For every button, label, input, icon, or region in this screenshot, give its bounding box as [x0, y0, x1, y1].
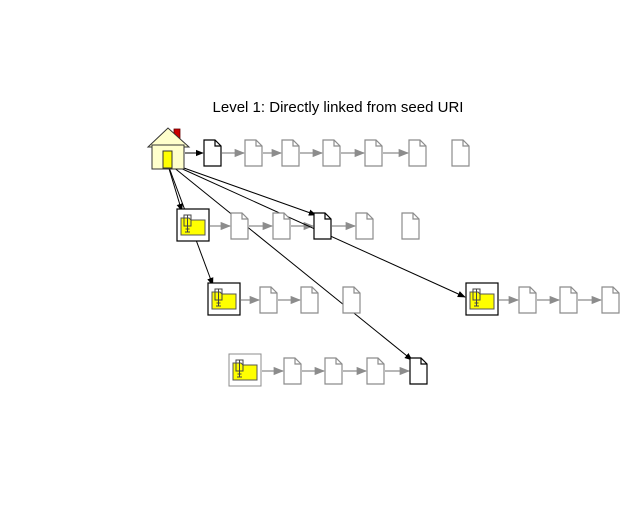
document-icon	[342, 286, 361, 314]
document-icon	[559, 286, 578, 314]
zip-folder-icon	[176, 208, 210, 242]
document-icon	[283, 357, 302, 385]
zip-folder-icon	[465, 282, 499, 316]
document-icon	[451, 139, 470, 167]
document-icon	[601, 286, 620, 314]
document-icon	[518, 286, 537, 314]
document-icon	[324, 357, 343, 385]
diagram-title: Level 1: Directly linked from seed URI	[212, 99, 464, 116]
document-icon	[259, 286, 278, 314]
link-arrow	[166, 161, 183, 212]
document-icon	[313, 212, 332, 240]
document-icon	[401, 212, 420, 240]
document-icon	[300, 286, 319, 314]
document-icon	[409, 357, 428, 385]
document-icon	[272, 212, 291, 240]
document-icon	[366, 357, 385, 385]
document-icon	[355, 212, 374, 240]
document-icon	[281, 139, 300, 167]
document-icon	[364, 139, 383, 167]
zip-folder-icon	[207, 282, 241, 316]
document-icon	[244, 139, 263, 167]
link-arrow	[166, 161, 413, 361]
seed-house-icon	[146, 127, 191, 170]
document-icon	[322, 139, 341, 167]
document-icon	[230, 212, 249, 240]
document-icon	[408, 139, 427, 167]
link-arrow	[166, 161, 317, 216]
zip-folder-icon	[228, 353, 262, 387]
document-icon	[203, 139, 222, 167]
